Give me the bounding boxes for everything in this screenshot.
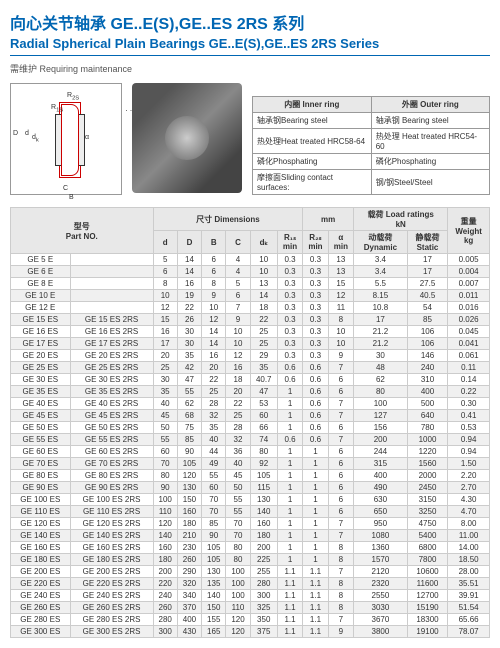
table-row: GE 60 ESGE 60 ES 2RS60904436801162441220… [11,446,490,458]
table-row: GE 8 E81685130.30.3155.527.50.007 [11,278,490,290]
table-row: GE 16 ESGE 16 ES 2RS16301410250.30.31021… [11,326,490,338]
table-row: GE 55 ESGE 55 ES 2RS55854032740.60.67200… [11,434,490,446]
title-cn: 向心关节轴承 GE..E(S),GE..ES 2RS 系列 [10,10,490,34]
table-row: GE 110 ESGE 110 ES 2RS110160705514011665… [11,506,490,518]
divider [10,55,490,56]
table-row: GE 90 ESGE 90 ES 2RS90130605011511649024… [11,482,490,494]
table-row: GE 5 E51464100.30.3133.4170.005 [11,254,490,266]
maintenance-label: 需维护 Requiring maintenance [10,62,490,75]
table-row: GE 30 ESGE 30 ES 2RS3047221840.70.60.666… [11,374,490,386]
table-row: GE 15 ESGE 15 ES 2RS1526129220.30.381785… [11,314,490,326]
table-row: GE 220 ESGE 220 ES 2RS2203201351002801.1… [11,578,490,590]
table-row: GE 140 ESGE 140 ES 2RS140210907018011710… [11,530,490,542]
table-row: GE 40 ESGE 40 ES 2RS406228225310.6710050… [11,398,490,410]
table-row: GE 25 ESGE 25 ES 2RS25422016350.60.67482… [11,362,490,374]
table-row: GE 20 ESGE 20 ES 2RS20351612290.30.39301… [11,350,490,362]
table-row: GE 300 ESGE 300 ES 2RS3004301651203751.1… [11,626,490,638]
product-render [132,83,242,193]
dimensions-table: 型号 Part NO. 尺寸 Dimensions mm 载荷 Load rat… [10,207,490,638]
table-row: GE 45 ESGE 45 ES 2RS456832256010.6712764… [11,410,490,422]
title-en: Radial Spherical Plain Bearings GE..E(S)… [10,36,490,51]
table-row: GE 120 ESGE 120 ES 2RS120180857016011795… [11,518,490,530]
table-row: GE 240 ESGE 240 ES 2RS2403401401003001.1… [11,590,490,602]
table-row: GE 180 ESGE 180 ES 2RS180260105802251181… [11,554,490,566]
table-row: GE 12 E1222107180.30.31110.8540.016 [11,302,490,314]
top-section: R2S R1S D d dk α C B . . ES . . ES 2RS 内… [10,83,490,195]
table-row: GE 200 ESGE 200 ES 2RS2002901301002551.1… [11,566,490,578]
table-row: GE 50 ESGE 50 ES 2RS507535286610.6615678… [11,422,490,434]
table-body: GE 5 E51464100.30.3133.4170.005GE 6 E614… [11,254,490,638]
table-row: GE 17 ESGE 17 ES 2RS17301410250.30.31021… [11,338,490,350]
table-row: GE 80 ESGE 80 ES 2RS80120554510511640020… [11,470,490,482]
table-row: GE 260 ESGE 260 ES 2RS2603701501103251.1… [11,602,490,614]
table-row: GE 280 ESGE 280 ES 2RS2804001551203501.1… [11,614,490,626]
material-info-table: 内圈 Inner ring外圈 Outer ring 轴承钢Bearing st… [252,96,490,195]
table-row: GE 10 E101996140.30.3128.1540.50.011 [11,290,490,302]
table-row: GE 70 ESGE 70 ES 2RS70105494092116315156… [11,458,490,470]
technical-diagram: R2S R1S D d dk α C B . . ES . . ES 2RS [10,83,122,195]
table-row: GE 100 ESGE 100 ES 2RS100150705513011663… [11,494,490,506]
table-row: GE 160 ESGE 160 ES 2RS160230105802001181… [11,542,490,554]
table-row: GE 6 E61464100.30.3133.4170.004 [11,266,490,278]
table-row: GE 35 ESGE 35 ES 2RS355525204710.6680400… [11,386,490,398]
